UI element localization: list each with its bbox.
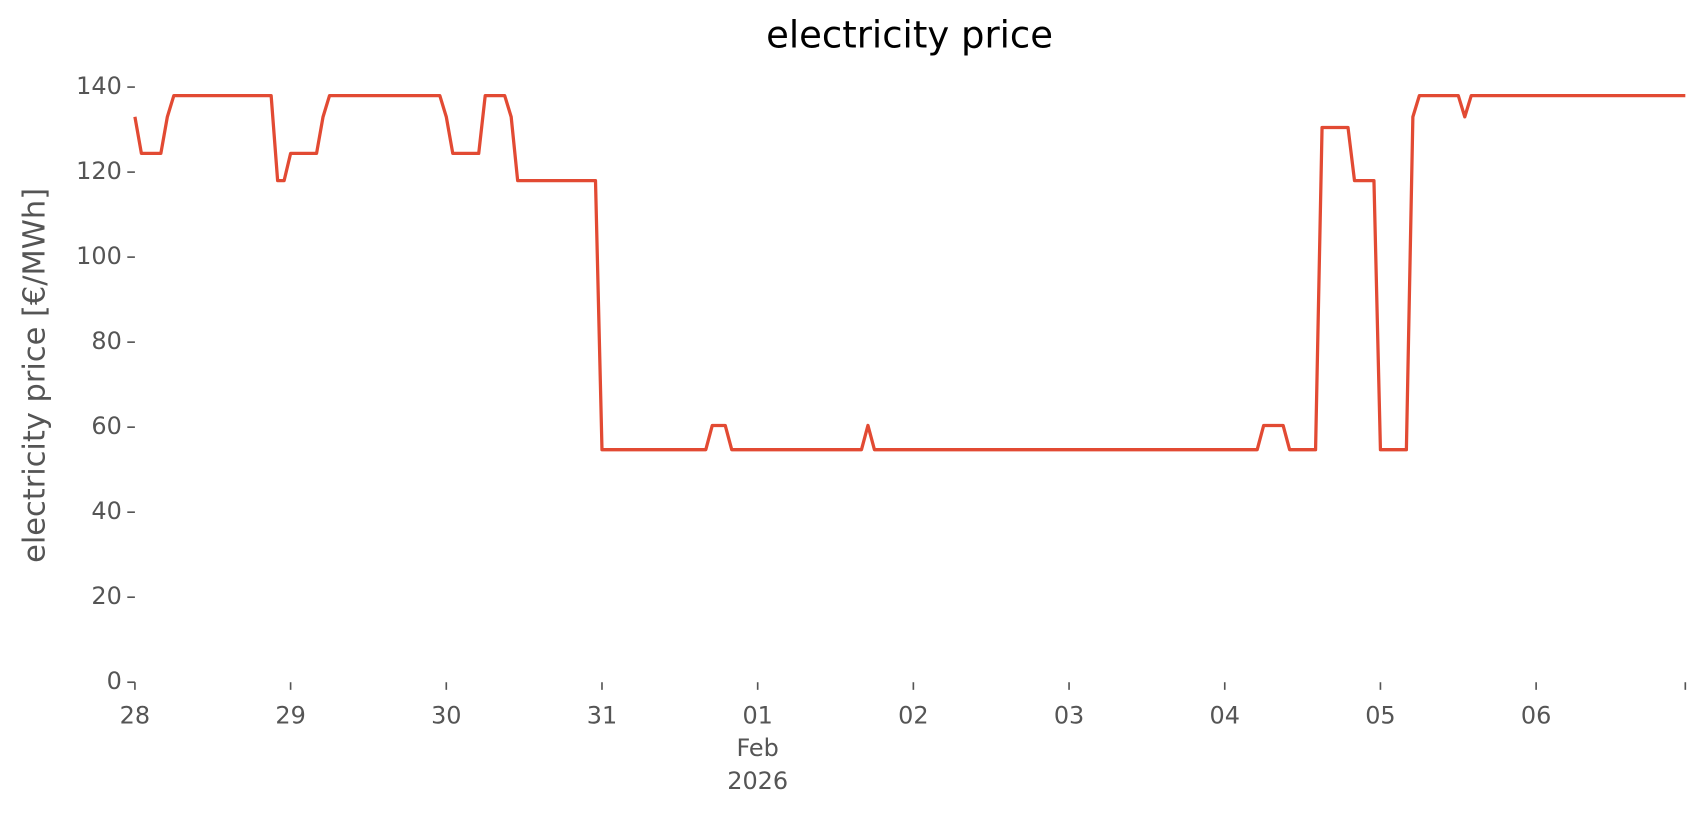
x-tick-label-line: 31 <box>587 702 617 730</box>
x-tick-label-line: 02 <box>898 702 928 730</box>
x-tick-label: 06 <box>1521 702 1551 730</box>
x-tick-label-line: Feb <box>736 734 778 762</box>
x-tick-label-line: 30 <box>431 702 461 730</box>
x-tick-label-line: 28 <box>120 702 150 730</box>
x-tick-label: 31 <box>587 702 617 730</box>
x-tick-label: 29 <box>275 702 305 730</box>
y-tick-label: 60 <box>91 412 121 440</box>
y-tick-label: 0 <box>107 667 122 695</box>
x-tick-label: 02 <box>898 702 928 730</box>
x-tick-label: 28 <box>120 702 150 730</box>
x-tick-label-line: 2026 <box>727 767 788 795</box>
y-tick-label: 40 <box>91 497 121 525</box>
y-axis-label: electricity price [€/MWh] <box>17 188 52 563</box>
x-tick-label-line: 04 <box>1210 702 1240 730</box>
x-tick-label-line: 01 <box>742 702 772 730</box>
y-tick-label: 20 <box>91 582 121 610</box>
chart-title: electricity price <box>766 14 1053 57</box>
y-tick-label: 100 <box>76 242 122 270</box>
x-tick-label: 01 Feb 2026 <box>727 702 788 795</box>
x-tick-label-line: 05 <box>1365 702 1395 730</box>
x-tick-label: 05 <box>1365 702 1395 730</box>
x-tick-label: 04 <box>1210 702 1240 730</box>
y-tick-label: 120 <box>76 157 122 185</box>
y-tick-label: 80 <box>91 327 121 355</box>
x-tick-label-line: 06 <box>1521 702 1551 730</box>
x-tick-label: 03 <box>1054 702 1084 730</box>
x-tick-label-line: 29 <box>275 702 305 730</box>
y-tick-label: 140 <box>76 72 122 100</box>
x-tick-label-line: 03 <box>1054 702 1084 730</box>
x-tick-label: 30 <box>431 702 461 730</box>
price-line <box>133 93 1686 452</box>
